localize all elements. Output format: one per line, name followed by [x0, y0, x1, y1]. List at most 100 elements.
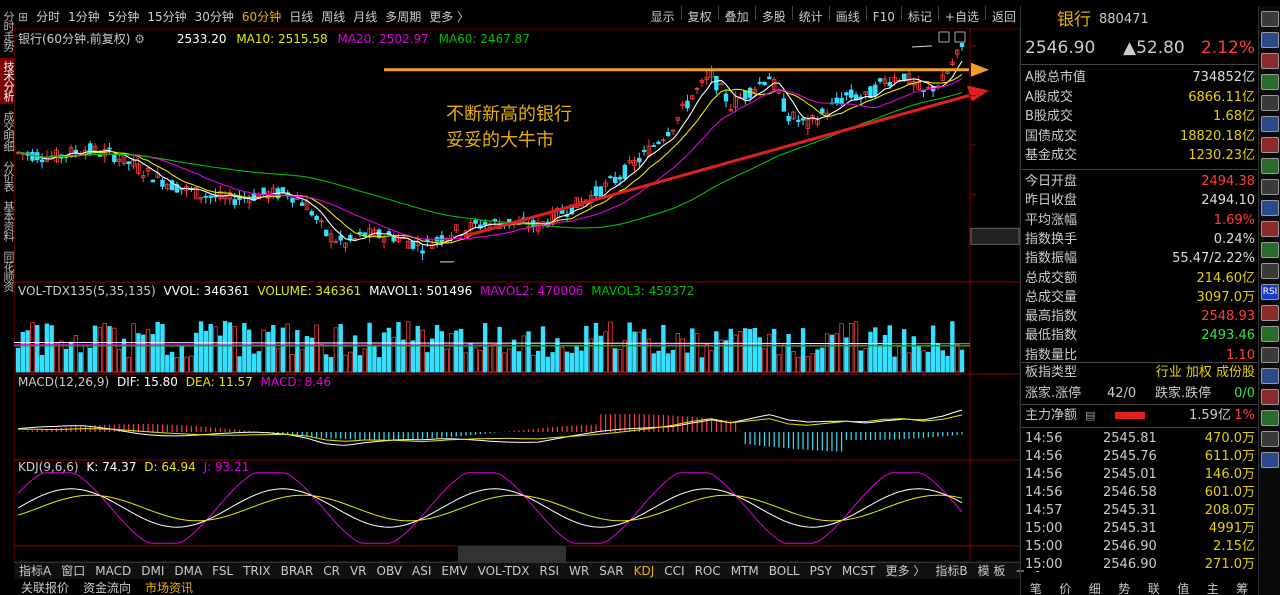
- indicator-tab[interactable]: BRAR: [280, 563, 314, 578]
- quote-footer-tab[interactable]: 细: [1088, 582, 1101, 595]
- period-tab[interactable]: 更多 〉: [429, 10, 470, 24]
- tool-button[interactable]: 叠加: [724, 10, 749, 24]
- quote-footer-tab[interactable]: 筹: [1236, 582, 1249, 595]
- side-tool-icon[interactable]: [1261, 74, 1279, 90]
- quote-footer-tab[interactable]: 值: [1177, 582, 1190, 595]
- indicator-tab[interactable]: ROC: [694, 563, 721, 578]
- side-tool-icon[interactable]: [1261, 347, 1279, 363]
- indicator-tab[interactable]: -: [1035, 563, 1040, 578]
- side-tool-icon[interactable]: [1261, 95, 1279, 111]
- side-tool-icon[interactable]: [1261, 410, 1279, 426]
- indicator-tab[interactable]: DMI: [141, 563, 165, 578]
- indicator-tab[interactable]: DMA: [174, 563, 203, 578]
- candle-body: [593, 186, 599, 197]
- side-tool-icon[interactable]: [1261, 263, 1279, 279]
- left-nav-tab[interactable]: 成交明细: [2, 111, 15, 151]
- indicator-tab[interactable]: VOL-TDX: [477, 563, 530, 578]
- tool-button[interactable]: +自选: [944, 10, 979, 24]
- settings-icon[interactable]: ⚙: [134, 32, 146, 46]
- side-tool-icon[interactable]: [1261, 53, 1279, 69]
- period-tab[interactable]: 15分钟: [147, 10, 187, 24]
- indicator-tab[interactable]: TRIX: [243, 563, 271, 578]
- side-tool-icon[interactable]: [1261, 242, 1279, 258]
- indicator-tab[interactable]: FSL: [212, 563, 234, 578]
- indicator-tab[interactable]: 指标A: [19, 563, 52, 578]
- indicator-tab[interactable]: KDJ: [633, 563, 655, 578]
- tool-button[interactable]: F10: [872, 10, 895, 24]
- side-tool-icon[interactable]: [1261, 32, 1279, 48]
- side-tool-icon[interactable]: [1261, 137, 1279, 153]
- tool-button[interactable]: 多股: [761, 10, 786, 24]
- side-tool-icon[interactable]: [1261, 452, 1279, 468]
- period-tab[interactable]: 1分钟: [68, 10, 100, 24]
- indicator-tab[interactable]: MCST: [841, 563, 876, 578]
- period-tab[interactable]: 月线: [353, 10, 378, 24]
- bottom-tab[interactable]: 市场资讯: [145, 580, 194, 595]
- side-tool-icon[interactable]: [1261, 158, 1279, 174]
- side-tool-icon[interactable]: [1261, 179, 1279, 195]
- tick-price: 2545.81: [1103, 431, 1157, 446]
- side-tool-icon[interactable]: [1261, 368, 1279, 384]
- indicator-tab[interactable]: EMV: [441, 563, 468, 578]
- side-tool-icon[interactable]: [1261, 200, 1279, 216]
- candle-body: [718, 83, 724, 86]
- indicator-tab[interactable]: SAR: [599, 563, 624, 578]
- indicator-tab[interactable]: OBV: [376, 563, 403, 578]
- indicator-tab[interactable]: 指标B: [935, 563, 968, 578]
- side-tool-icon[interactable]: [1261, 326, 1279, 342]
- indicator-tab[interactable]: BOLL: [768, 563, 800, 578]
- chart-icon[interactable]: ▤: [1085, 409, 1096, 422]
- board-type-values[interactable]: 行业 加权 成份股: [1155, 365, 1255, 380]
- indicator-tab[interactable]: 模 板: [977, 563, 1006, 578]
- indicator-tab[interactable]: ASI: [412, 563, 432, 578]
- period-tab[interactable]: 分时: [36, 10, 61, 24]
- candle-body: [309, 211, 314, 216]
- left-nav-tab[interactable]: 同花顺资: [2, 251, 15, 291]
- tool-button[interactable]: 显示: [650, 10, 675, 24]
- side-tool-icon[interactable]: [1261, 11, 1279, 27]
- quote-footer-tab[interactable]: 主: [1206, 582, 1219, 595]
- tool-button[interactable]: 标记: [907, 10, 932, 24]
- side-tool-icon[interactable]: [1261, 431, 1279, 447]
- indicator-tab[interactable]: CCI: [664, 563, 685, 578]
- indicator-tab[interactable]: MACD: [95, 563, 132, 578]
- indicator-tab[interactable]: RSI: [539, 563, 560, 578]
- period-tab[interactable]: 日线: [289, 10, 314, 24]
- left-nav-tab[interactable]: 技术分析: [0, 58, 15, 104]
- side-tool-icon[interactable]: [1261, 221, 1279, 237]
- indicator-tab[interactable]: CR: [323, 563, 340, 578]
- left-nav-tab[interactable]: 基本资料: [2, 201, 15, 241]
- period-tab[interactable]: 5分钟: [107, 10, 140, 24]
- indicator-tab[interactable]: VR: [349, 563, 367, 578]
- period-tab[interactable]: 多周期: [385, 10, 422, 24]
- period-tab[interactable]: 60分钟: [241, 10, 282, 24]
- quote-footer-tab[interactable]: 势: [1118, 582, 1131, 595]
- indicator-tab[interactable]: 窗口: [61, 563, 86, 578]
- indicator-tab[interactable]: MTM: [730, 563, 759, 578]
- kline-chart[interactable]: [14, 28, 1020, 562]
- indicator-tab[interactable]: PSY: [809, 563, 832, 578]
- side-tool-icon[interactable]: [1261, 305, 1279, 321]
- indicator-tab[interactable]: 更多 〉: [885, 563, 926, 578]
- tool-button[interactable]: 复权: [687, 10, 712, 24]
- quote-footer-tab[interactable]: 联: [1147, 582, 1160, 595]
- candle-body: [338, 235, 343, 241]
- period-tab[interactable]: 30分钟: [194, 10, 234, 24]
- quote-footer-tab[interactable]: 价: [1059, 582, 1072, 595]
- quote-footer-tab[interactable]: 笔: [1029, 582, 1042, 595]
- bottom-tab[interactable]: 资金流向: [83, 580, 132, 595]
- tool-button[interactable]: 画线: [835, 10, 860, 24]
- tool-button[interactable]: 返回: [991, 10, 1016, 24]
- period-tab[interactable]: 周线: [321, 10, 346, 24]
- tick-volume: 208.0万: [1204, 503, 1255, 518]
- left-nav-tab[interactable]: 分价表: [2, 161, 15, 191]
- left-nav-tab[interactable]: 分时走势: [2, 11, 15, 51]
- detail-label: 最高指数: [1025, 309, 1078, 325]
- tool-button[interactable]: 统计: [798, 10, 823, 24]
- indicator-tab[interactable]: WR: [569, 563, 590, 578]
- side-tool-icon[interactable]: [1261, 116, 1279, 132]
- grid-icon[interactable]: ⊞: [18, 10, 29, 24]
- side-tool-icon[interactable]: RSI: [1261, 284, 1279, 300]
- bottom-tab[interactable]: 关联报价: [21, 580, 70, 595]
- side-tool-icon[interactable]: [1261, 389, 1279, 405]
